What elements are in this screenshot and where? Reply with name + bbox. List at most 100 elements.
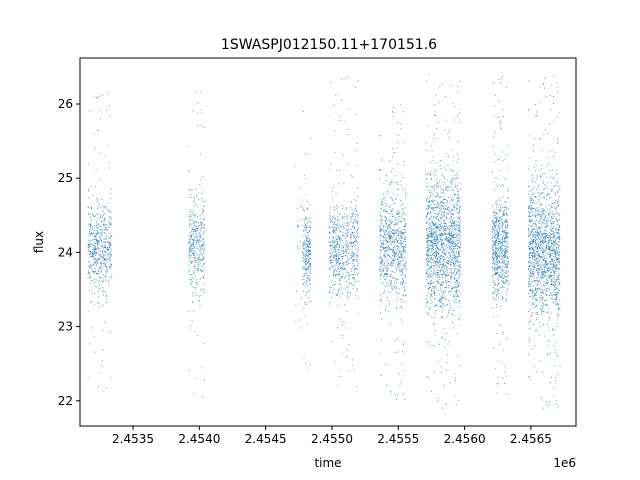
data-point <box>198 256 200 259</box>
data-point <box>307 278 309 280</box>
data-point <box>336 204 338 207</box>
data-point <box>497 290 499 292</box>
data-point <box>357 273 359 275</box>
data-point <box>445 403 447 405</box>
data-point <box>100 255 102 257</box>
data-point <box>192 223 195 225</box>
data-point <box>304 315 306 317</box>
data-point <box>382 227 384 229</box>
data-point <box>432 224 434 226</box>
data-point <box>427 250 429 252</box>
data-point <box>355 205 357 207</box>
data-point <box>188 260 190 262</box>
data-point <box>190 255 192 257</box>
data-point <box>425 278 428 281</box>
data-point <box>426 253 428 256</box>
data-point <box>495 183 497 185</box>
data-point <box>201 213 203 215</box>
data-point <box>354 86 356 88</box>
data-point <box>94 246 96 248</box>
data-point <box>499 251 501 253</box>
data-point <box>389 391 392 393</box>
data-point <box>193 245 195 247</box>
data-point <box>397 256 399 258</box>
data-point <box>438 239 440 241</box>
data-point <box>443 129 445 131</box>
data-point <box>441 204 443 206</box>
data-point <box>384 234 386 236</box>
data-point <box>352 254 354 256</box>
data-point <box>94 281 96 283</box>
data-point <box>492 211 494 213</box>
data-point <box>443 208 445 210</box>
data-point <box>390 273 392 276</box>
data-point <box>443 273 445 275</box>
data-point <box>499 242 501 244</box>
data-point <box>384 363 386 365</box>
data-point <box>102 229 104 231</box>
data-point <box>189 329 191 331</box>
data-point <box>399 200 401 202</box>
data-point <box>107 258 110 260</box>
data-point <box>309 221 311 223</box>
data-point <box>335 271 337 273</box>
data-point <box>502 270 504 273</box>
data-point <box>432 345 434 347</box>
data-point <box>443 261 445 263</box>
data-point <box>497 158 499 160</box>
data-point <box>556 271 558 273</box>
data-point <box>458 230 460 232</box>
data-point <box>386 225 388 227</box>
data-point <box>336 224 338 226</box>
data-point <box>108 210 110 212</box>
data-point <box>445 290 447 292</box>
data-point <box>444 232 446 234</box>
data-point <box>193 237 195 239</box>
data-point <box>496 360 499 362</box>
data-point <box>343 247 345 249</box>
data-point <box>383 244 385 246</box>
data-point <box>198 268 200 270</box>
data-point <box>193 238 195 240</box>
data-point <box>456 265 458 267</box>
data-point <box>439 180 441 183</box>
data-point <box>348 108 350 110</box>
data-point <box>339 283 341 285</box>
data-point <box>496 383 498 385</box>
data-point <box>428 252 430 254</box>
data-point <box>492 274 494 276</box>
data-point <box>355 150 357 152</box>
data-point <box>336 247 338 249</box>
data-point <box>102 329 104 332</box>
data-point <box>305 303 308 305</box>
data-point <box>442 196 444 198</box>
data-point <box>528 210 530 212</box>
data-point <box>106 271 108 273</box>
data-point <box>193 225 195 227</box>
data-point <box>430 221 432 223</box>
data-point <box>305 286 307 288</box>
data-point <box>201 226 203 228</box>
data-point <box>397 163 399 165</box>
data-point <box>426 222 428 224</box>
data-point <box>493 189 495 191</box>
data-point <box>188 242 190 245</box>
data-point <box>456 233 458 235</box>
data-point <box>536 299 538 301</box>
data-point <box>454 281 456 283</box>
data-point <box>388 206 390 209</box>
data-point <box>500 255 502 257</box>
data-point <box>438 249 440 251</box>
data-point <box>202 227 204 229</box>
data-point <box>102 95 104 97</box>
data-point <box>443 229 445 231</box>
data-point <box>334 230 336 232</box>
data-point <box>341 353 343 355</box>
data-point <box>356 143 358 145</box>
data-point <box>383 209 385 211</box>
data-point <box>396 181 399 183</box>
data-point <box>199 277 201 280</box>
data-point <box>348 272 350 274</box>
data-point <box>439 287 441 289</box>
data-point <box>106 257 108 259</box>
